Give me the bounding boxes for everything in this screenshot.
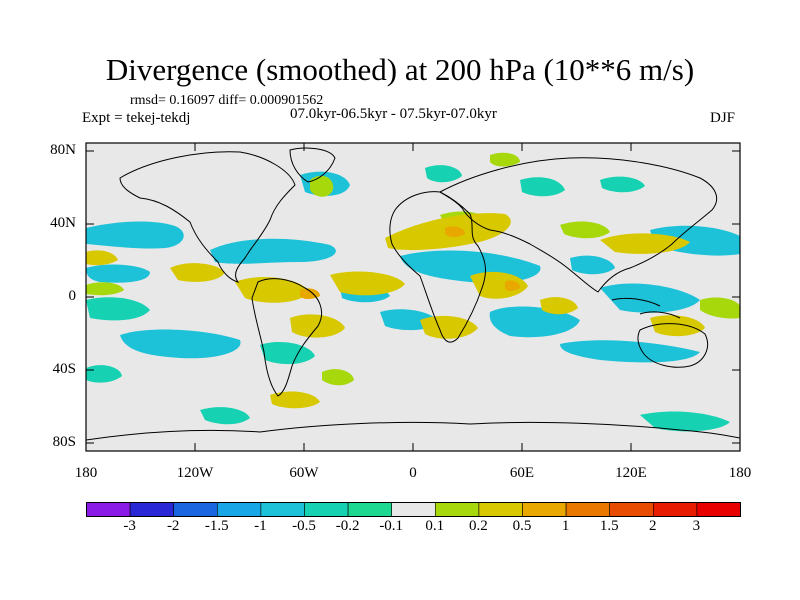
lat-label-0: 0: [68, 288, 77, 304]
lat-label-80n: 80N: [50, 142, 76, 158]
colorbar-cell: [434, 502, 480, 517]
colorbar: [86, 502, 741, 517]
antarctica-outline: [86, 421, 740, 441]
colorbar-label: -2: [166, 518, 180, 534]
greenland-outline: [289, 147, 336, 183]
lat-label-40n: 40N: [50, 215, 76, 231]
page-title: Divergence (smoothed) at 200 hPa (10**6 …: [105, 52, 695, 87]
australia-outline: [637, 323, 709, 368]
colorbar-cell: [652, 502, 698, 517]
south-america-outline: [251, 278, 322, 397]
indonesia-outline: [611, 297, 681, 319]
colorbar-label: -1.5: [204, 518, 229, 534]
lon-label-120w: 120W: [176, 465, 214, 481]
lat-label-40s: 40S: [52, 361, 76, 377]
colorbar-cell: [478, 502, 523, 517]
colorbar-cell: [260, 502, 305, 517]
colorbar-frame: [86, 502, 741, 517]
experiment-label: Expt = tekej-tekdj: [82, 110, 191, 126]
strong-positive-regions: [300, 226, 520, 299]
colorbar-cell: [522, 502, 567, 517]
axis-ticks: [85, 143, 741, 451]
colorbar-label: 0.1: [425, 518, 445, 534]
colorbar-cell: [86, 502, 131, 517]
colorbar-label: 0.2: [469, 518, 488, 534]
colorbar-label: -0.5: [292, 518, 316, 534]
coastlines: [86, 147, 740, 441]
colorbar-label: 2: [649, 518, 657, 534]
colorbar-label: -1: [254, 518, 267, 534]
colorbar-cell: [696, 502, 741, 517]
colorbar-cell: [391, 502, 436, 517]
colorbar-cell: [173, 502, 218, 517]
colorbar-cell: [347, 502, 393, 517]
stats-text: rmsd= 0.16097 diff= 0.000901562: [130, 93, 324, 108]
lat-label-80s: 80S: [52, 434, 76, 450]
positive-regions: [86, 213, 705, 409]
colorbar-cell: [565, 502, 611, 517]
colorbar-label: 0.5: [512, 518, 532, 534]
colorbar-cell: [609, 502, 654, 517]
colorbar-cell: [217, 502, 262, 517]
divergence-field: [86, 152, 740, 432]
north-america-outline: [119, 151, 296, 283]
eurasia-outline: [439, 157, 718, 293]
strong-negative-regions: [86, 165, 730, 432]
colorbar-cell: [129, 502, 174, 517]
colorbar-label: -0.2: [335, 518, 360, 534]
colorbar-cell: [304, 502, 349, 517]
colorbar-label: 3: [692, 518, 701, 534]
lon-label-60e: 60E: [509, 465, 535, 481]
colorbar-label: -0.1: [379, 518, 404, 534]
colorbar-label: -3: [123, 518, 136, 534]
lon-label-180w: 180: [74, 465, 98, 481]
period-label: 07.0kyr-06.5kyr - 07.5kyr-07.0kyr: [290, 106, 497, 122]
lon-label-60w: 60W: [289, 465, 319, 481]
lon-label-180e: 180: [728, 465, 752, 481]
season-label: DJF: [710, 110, 736, 126]
lon-label-0: 0: [409, 465, 417, 481]
colorbar-label: 1.5: [599, 518, 619, 534]
lon-label-120e: 120E: [615, 465, 647, 481]
colorbar-label: 1: [561, 518, 570, 534]
